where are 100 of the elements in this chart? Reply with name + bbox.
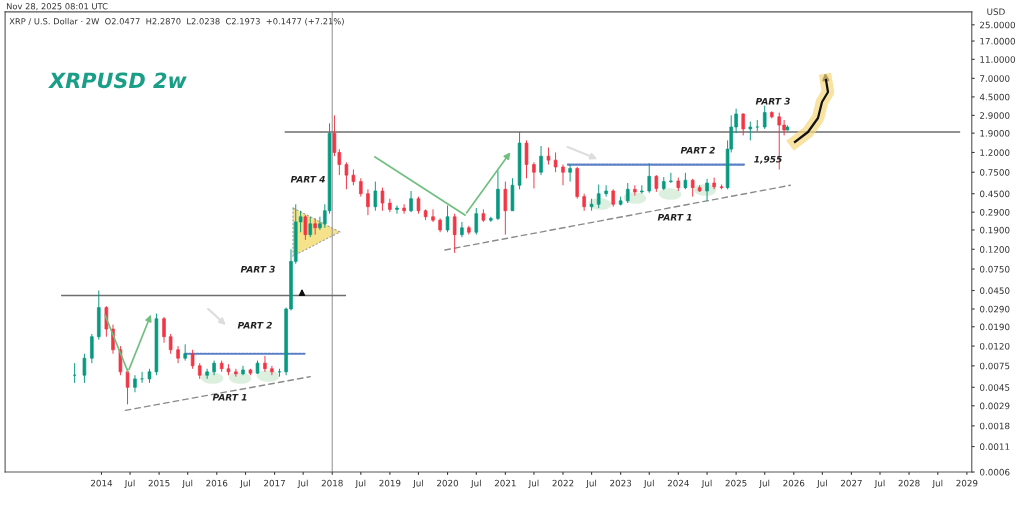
y-tick-label: 0.0018 — [979, 422, 1010, 430]
candlestick — [633, 184, 637, 197]
candlestick — [532, 161, 536, 189]
x-tick-label: 2017 — [264, 479, 285, 487]
candlestick — [503, 181, 508, 236]
y-tick-label: 7.0000 — [980, 75, 1010, 82]
y-tick-label: 0.2900 — [979, 209, 1010, 216]
candlestick — [344, 161, 349, 190]
y-tick-label: 0.0120 — [979, 342, 1010, 350]
x-tick-label: 2027 — [840, 479, 862, 487]
text: XRP / U.S. Dollar · 2W O2.0477 H2.2870 L2.0238 C2.1973 +0.1477 (+7.21%) — [9, 17, 344, 26]
candlestick — [359, 177, 363, 198]
candlestick — [366, 188, 370, 216]
candlestick — [553, 151, 558, 173]
x-tick-label: Jul — [701, 479, 712, 489]
text: Nov 28, 2025 08:01 UTC — [6, 3, 108, 11]
candlestick — [431, 208, 435, 223]
y-tick-label: 0.0450 — [979, 287, 1010, 294]
y-tick-label: 0.0029 — [979, 402, 1010, 410]
candlestick — [762, 105, 767, 130]
candlestick — [445, 205, 450, 233]
y-tick-label: 0.0750 — [979, 265, 1010, 273]
x-tick-label: 2022 — [552, 479, 574, 487]
candlestick — [190, 349, 195, 370]
x-tick-label: 2028 — [898, 479, 920, 487]
candlestick — [162, 316, 166, 344]
x-tick-label: 2021 — [494, 479, 516, 487]
y-tick-label: 0.0190 — [979, 323, 1010, 331]
candlestick — [539, 145, 543, 176]
candlestick — [140, 371, 144, 384]
candlestick — [395, 205, 399, 215]
candlestick — [474, 207, 479, 236]
candlestick — [402, 203, 406, 215]
x-tick-label: 2016 — [206, 479, 228, 487]
x-tick-label: 2026 — [783, 479, 805, 487]
candlestick — [90, 333, 94, 364]
annotation: PART 3 — [755, 97, 790, 105]
annotation: PART 1 — [212, 393, 247, 401]
candlestick — [596, 184, 601, 209]
y-tick-label: 0.1900 — [979, 226, 1010, 234]
x-tick-label: Jul — [816, 479, 827, 489]
y-tick-label: 25.0000 — [980, 21, 1016, 29]
candlestick — [234, 368, 238, 378]
y-tick-label: 11.0000 — [980, 56, 1016, 63]
x-tick-label: Jul — [758, 479, 770, 489]
annotation: PART 2 — [237, 321, 272, 329]
y-tick-label: 17.0000 — [980, 37, 1016, 45]
x-tick-label: Jul — [355, 479, 366, 489]
candlestick — [373, 181, 378, 212]
y-tick-label: 0.0011 — [979, 443, 1010, 450]
y-tick-label: 0.0006 — [979, 468, 1010, 476]
candlestick — [82, 353, 87, 384]
candlestick — [705, 178, 709, 202]
x-tick-label: 2023 — [610, 479, 632, 487]
y-tick-label: 4.5000 — [979, 93, 1010, 101]
candlestick — [524, 139, 529, 179]
candlestick — [263, 355, 267, 373]
x-tick-label: 2029 — [956, 479, 978, 487]
y-tick-label: 0.1200 — [979, 246, 1010, 253]
y-tick-label: 0.7500 — [979, 169, 1010, 176]
x-tick-label: Jul — [874, 479, 885, 489]
x-tick-label: Jul — [528, 479, 539, 489]
candlestick — [604, 184, 608, 198]
candlestick — [741, 112, 745, 136]
x-tick-label: 2019 — [379, 479, 401, 487]
annotation: PART 3 — [240, 265, 275, 273]
x-tick-label: Jul — [412, 479, 423, 489]
x-tick-label: Jul — [585, 479, 597, 489]
x-tick-label: 2025 — [725, 479, 747, 487]
x-tick-label: 2018 — [321, 479, 343, 487]
candlestick — [460, 221, 464, 238]
candlestick — [561, 164, 565, 186]
candlestick — [748, 121, 753, 141]
y-tick-label: 0.0290 — [979, 305, 1010, 313]
x-tick-label: Jul — [470, 479, 481, 489]
candlestick — [303, 214, 308, 241]
y-tick-label: 1.2000 — [980, 149, 1010, 156]
x-tick-label: 2020 — [437, 479, 459, 487]
y-axis-title: USD — [987, 8, 1005, 15]
y-tick-label: 0.0045 — [979, 384, 1010, 391]
x-tick-label: Jul — [932, 479, 943, 489]
x-tick-label: Jul — [643, 479, 654, 489]
x-tick-label: Jul — [239, 479, 250, 489]
x-tick-label: 2024 — [667, 479, 689, 487]
candlestick — [168, 333, 173, 355]
candlestick — [380, 187, 385, 212]
annotation: PART 4 — [290, 175, 325, 183]
y-tick-label: 1.9000 — [980, 129, 1010, 137]
y-tick-label: 0.0075 — [979, 362, 1010, 370]
candlestick — [308, 216, 313, 238]
x-tick-label: Jul — [124, 479, 135, 489]
annotation: PART 1 — [657, 213, 692, 221]
y-tick-label: 0.4500 — [979, 190, 1010, 198]
candlestick — [647, 162, 652, 194]
candlestick — [409, 190, 413, 213]
x-tick-label: 2014 — [90, 479, 113, 487]
candlestick — [452, 213, 457, 254]
candlestick — [205, 368, 209, 380]
candlestick — [625, 182, 630, 204]
annotation: PART 2 — [680, 146, 715, 154]
